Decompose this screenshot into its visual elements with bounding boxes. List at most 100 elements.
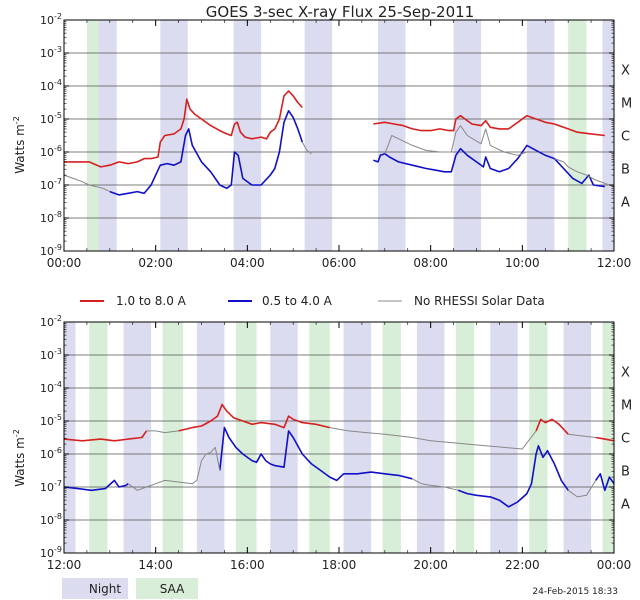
night-band bbox=[526, 20, 555, 251]
series-line-long_channel bbox=[595, 436, 615, 442]
flare-class-label: C bbox=[621, 130, 630, 145]
series-line-no_rhessi bbox=[384, 125, 528, 156]
night-band bbox=[602, 20, 614, 251]
y-tick-label: 10-5 bbox=[40, 413, 62, 428]
chart-title: GOES 3-sec X-ray Flux 25-Sep-2011 bbox=[206, 3, 474, 21]
flare-class-label: M bbox=[621, 97, 632, 112]
night-band bbox=[64, 322, 76, 553]
x-tick-label: 00:00 bbox=[47, 256, 82, 270]
night-band bbox=[490, 322, 518, 553]
legend-saa-swatch bbox=[136, 578, 198, 599]
ylabel-top: Watts m-2 bbox=[12, 116, 27, 174]
flare-class-label: X bbox=[621, 366, 630, 381]
series-line-long_channel bbox=[63, 430, 148, 442]
x-tick-label: 22:00 bbox=[505, 558, 540, 572]
y-tick-label: 10-9 bbox=[40, 545, 62, 560]
series-line-short_channel bbox=[109, 110, 304, 196]
saa-band bbox=[568, 20, 587, 251]
flare-class-label: A bbox=[621, 498, 630, 513]
x-tick-label: 06:00 bbox=[322, 256, 357, 270]
x-tick-label: 02:00 bbox=[138, 256, 173, 270]
saa-band bbox=[235, 322, 257, 553]
saa-band bbox=[529, 322, 548, 553]
night-band bbox=[98, 20, 117, 251]
series-line-no_rhessi bbox=[301, 141, 312, 155]
saa-band bbox=[602, 322, 614, 553]
x-tick-label: 16:00 bbox=[230, 558, 265, 572]
y-tick-label: 10-8 bbox=[40, 512, 62, 527]
legend-label-short: 0.5 to 4.0 A bbox=[262, 294, 333, 308]
x-tick-label: 12:00 bbox=[47, 558, 82, 572]
series-line-long_channel bbox=[373, 114, 605, 137]
series-line-short_channel bbox=[457, 444, 569, 508]
y-tick-label: 10-4 bbox=[40, 78, 62, 93]
series-line-short_channel bbox=[373, 144, 605, 188]
flare-class-label: M bbox=[621, 399, 632, 414]
series-line-no_rhessi bbox=[554, 158, 615, 188]
saa-band bbox=[86, 20, 99, 251]
y-tick-label: 10-3 bbox=[40, 45, 62, 60]
ylabel-text: Watts m bbox=[13, 124, 27, 174]
series-line-long_channel bbox=[535, 418, 569, 435]
series-line-no_rhessi bbox=[568, 433, 596, 438]
line-legend: 1.0 to 8.0 A 0.5 to 4.0 A No RHESSI Sola… bbox=[80, 294, 545, 308]
series-line-no_rhessi bbox=[146, 430, 179, 434]
series-line-no_rhessi bbox=[412, 478, 459, 491]
saa-band bbox=[309, 322, 330, 553]
flare-class-label: B bbox=[621, 163, 630, 178]
x-tick-label: 12:00 bbox=[597, 256, 632, 270]
legend-night-label: Night bbox=[89, 582, 122, 596]
x-tick-label: 04:00 bbox=[230, 256, 265, 270]
y-tick-label: 10-5 bbox=[40, 111, 62, 126]
saa-band bbox=[455, 322, 475, 553]
flare-class-label: X bbox=[621, 64, 630, 79]
x-tick-label: 08:00 bbox=[413, 256, 448, 270]
y-tick-label: 10-3 bbox=[40, 347, 62, 362]
series-line-long_channel bbox=[64, 90, 303, 168]
band-legend: Night SAA bbox=[62, 578, 198, 599]
timestamp: 24-Feb-2015 18:33 bbox=[532, 587, 618, 597]
y-tick-label: 10-4 bbox=[40, 380, 62, 395]
y-tick-label: 10-8 bbox=[40, 210, 62, 225]
flare-class-label: C bbox=[621, 432, 630, 447]
saa-band bbox=[89, 322, 108, 553]
series-line-short_channel bbox=[595, 472, 615, 492]
x-tick-label: 20:00 bbox=[413, 558, 448, 572]
y-tick-label: 10-2 bbox=[40, 314, 62, 329]
ylabel-exponent: -2 bbox=[12, 429, 21, 437]
y-tick-label: 10-2 bbox=[40, 12, 62, 27]
ylabel-exponent: -2 bbox=[12, 116, 21, 124]
night-band bbox=[304, 20, 333, 251]
y-tick-label: 10-7 bbox=[40, 479, 62, 494]
svg-text:Watts m-2: Watts m-2 bbox=[12, 429, 27, 487]
panel-bottom: 10-9 10-8 10-7 10-6 10-5 10-4 10-3 10-2 12:00 14:… bbox=[40, 314, 632, 572]
series-line-no_rhessi bbox=[567, 480, 597, 498]
y-tick-label: 10-7 bbox=[40, 177, 62, 192]
x-tick-label: 14:00 bbox=[138, 558, 173, 572]
series-line-short_channel bbox=[63, 479, 129, 492]
svg-text:Watts m-2: Watts m-2 bbox=[12, 116, 27, 174]
series-line-short_channel bbox=[219, 426, 413, 482]
series-line-no_rhessi bbox=[63, 174, 111, 193]
series-line-long_channel bbox=[178, 403, 330, 432]
ylabel-text: Watts m bbox=[13, 437, 27, 487]
series-line-no_rhessi bbox=[127, 446, 221, 491]
flare-class-label: A bbox=[621, 196, 630, 211]
legend-label-no-rhessi: No RHESSI Solar Data bbox=[414, 294, 545, 308]
flare-class-label: B bbox=[621, 465, 630, 480]
legend-night-swatch bbox=[62, 578, 128, 599]
series-line-no_rhessi bbox=[329, 427, 537, 450]
y-tick-label: 10-6 bbox=[40, 446, 62, 461]
night-band bbox=[563, 322, 592, 553]
ylabel-bottom: Watts m-2 bbox=[12, 429, 27, 487]
x-tick-label: 18:00 bbox=[322, 558, 357, 572]
legend-saa-label: SAA bbox=[160, 582, 185, 596]
legend-label-long: 1.0 to 8.0 A bbox=[116, 294, 187, 308]
saa-band bbox=[382, 322, 401, 553]
y-tick-label: 10-6 bbox=[40, 144, 62, 159]
x-tick-label: 00:00 bbox=[597, 558, 632, 572]
night-band bbox=[233, 20, 262, 251]
panel-top: 10-9 10-8 10-7 10-6 10-5 10-4 10-3 10-2 00:00 02:… bbox=[40, 12, 632, 270]
